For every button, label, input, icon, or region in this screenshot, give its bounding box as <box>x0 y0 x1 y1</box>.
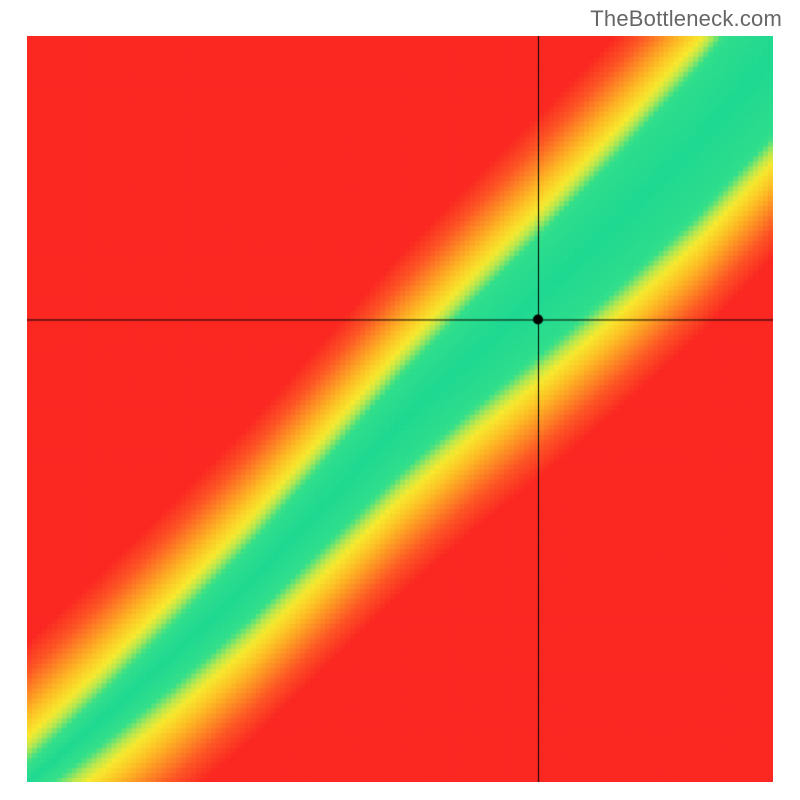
watermark-text: TheBottleneck.com <box>590 6 782 32</box>
bottleneck-heatmap <box>27 36 773 782</box>
chart-container: TheBottleneck.com <box>0 0 800 800</box>
